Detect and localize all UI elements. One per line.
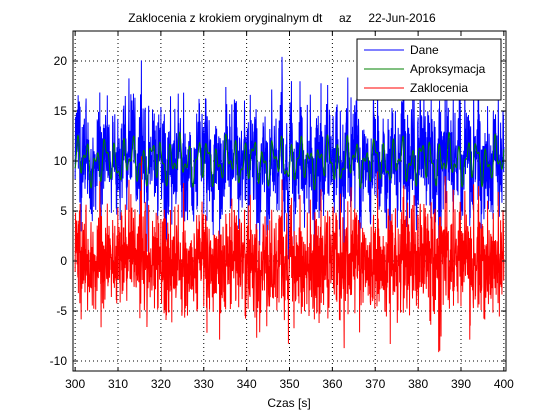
- x-tick-label: 370: [365, 377, 385, 391]
- series-line-zaklocenia: [74, 156, 505, 353]
- x-tick-labels: 300 310 320 330 340 350 360 370 380 390 400: [65, 377, 514, 391]
- y-tick-label: 20: [54, 54, 68, 68]
- legend-label-aproksymacja: Aproksymacja: [410, 62, 486, 76]
- series-layer: [74, 56, 505, 353]
- x-tick-label: 320: [151, 377, 171, 391]
- x-tick-label: 350: [279, 377, 299, 391]
- y-tick-label: -5: [56, 304, 67, 318]
- y-tick-label: 5: [60, 204, 67, 218]
- y-tick-labels: -10 -5 0 5 10 15 20: [50, 54, 68, 368]
- legend-label-zaklocenia: Zaklocenia: [410, 81, 468, 95]
- x-tick-label: 330: [194, 377, 214, 391]
- x-tick-label: 360: [322, 377, 342, 391]
- y-tick-label: 10: [54, 154, 68, 168]
- series-line-aproksymacja: [74, 131, 505, 191]
- y-tick-label: 15: [54, 104, 68, 118]
- legend: Dane Aproksymacja Zaklocenia: [356, 38, 502, 101]
- legend-label-dane: Dane: [410, 43, 439, 57]
- x-tick-label: 300: [65, 377, 85, 391]
- x-tick-label: 310: [108, 377, 128, 391]
- x-tick-label: 380: [408, 377, 428, 391]
- axis-ticks: [73, 31, 506, 371]
- x-tick-label: 340: [237, 377, 257, 391]
- y-tick-label: 0: [60, 254, 67, 268]
- chart-title: Zaklocenia z krokiem oryginalnym dt az 2…: [128, 11, 436, 25]
- y-tick-label: -10: [50, 354, 68, 368]
- x-tick-label: 390: [451, 377, 471, 391]
- x-tick-label: 400: [494, 377, 514, 391]
- x-axis-label: Czas [s]: [267, 396, 310, 410]
